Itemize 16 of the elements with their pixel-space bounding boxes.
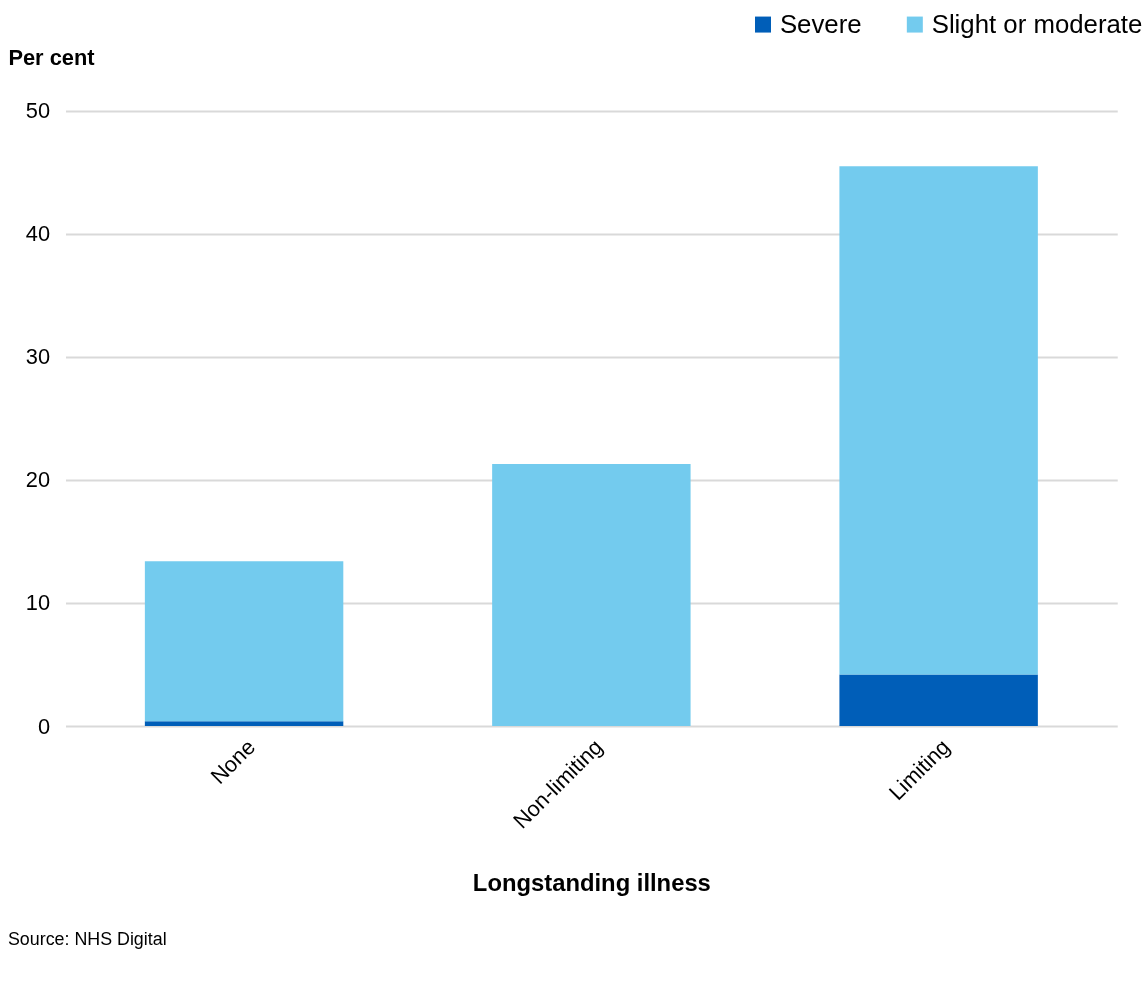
x-axis-title: Longstanding illness: [472, 869, 711, 897]
bar: [839, 166, 1038, 675]
y-tick-label: 0: [37, 713, 51, 739]
y-tick-label: 50: [25, 98, 51, 124]
legend-label: Severe: [779, 9, 862, 38]
legend-label: Slight or moderate: [931, 9, 1143, 38]
y-tick-label: 10: [25, 590, 51, 616]
bar: [144, 721, 344, 727]
y-tick-label: 40: [25, 221, 51, 247]
bar: [492, 464, 691, 727]
source-note: Source: NHS Digital: [7, 929, 167, 950]
bar: [839, 674, 1038, 727]
bar: [144, 561, 344, 722]
y-axis-title: Per cent: [8, 44, 95, 70]
y-tick-label: 20: [25, 467, 51, 493]
y-tick-label: 30: [25, 344, 51, 370]
